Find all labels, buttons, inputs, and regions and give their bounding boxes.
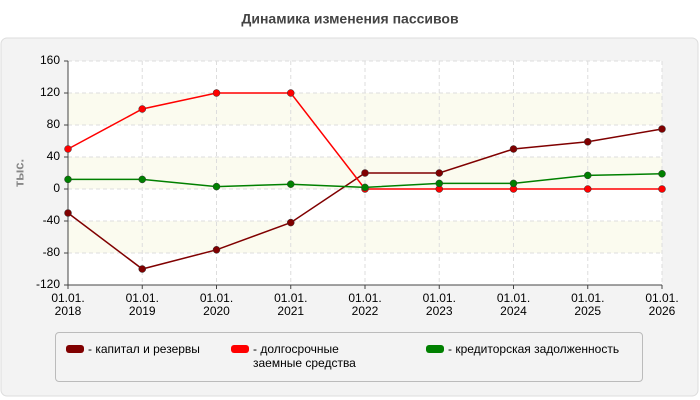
legend: - капитал и резервы - долгосрочные заемны…: [55, 332, 643, 382]
y-tick-label: 160: [40, 53, 60, 67]
legend-item: - долгосрочные заемные средства: [231, 342, 391, 370]
y-tick-label: 40: [47, 149, 61, 163]
x-tick-label: 01.01. 2025: [571, 291, 605, 318]
point: [287, 89, 295, 97]
point: [584, 138, 592, 146]
legend-label: - кредиторская задолженность: [448, 342, 620, 356]
point: [584, 185, 592, 193]
point: [64, 175, 72, 184]
point: [138, 105, 146, 113]
point: [287, 218, 295, 227]
legend-label: - долгосрочные заемные средства: [253, 342, 356, 370]
point: [509, 145, 518, 153]
point: [138, 175, 146, 184]
point: [361, 169, 369, 177]
point: [658, 125, 666, 133]
point: [64, 145, 72, 153]
x-tick-label: 01.01. 2019: [125, 291, 159, 318]
point: [64, 209, 72, 217]
legend-swatch: [66, 345, 84, 353]
x-tick-label: 01.01. 2021: [274, 291, 308, 318]
y-tick-label: -40: [43, 213, 61, 227]
x-tick-label: 01.01. 2018: [51, 291, 85, 318]
legend-item: - капитал и резервы: [66, 342, 216, 356]
y-tick-label: 0: [53, 181, 60, 195]
point: [212, 182, 221, 191]
y-tick-label: 80: [47, 117, 61, 131]
legend-swatch: [426, 345, 444, 353]
point: [509, 179, 518, 188]
point: [584, 171, 592, 180]
point: [138, 265, 146, 273]
legend-item: - кредиторская задолженность: [426, 342, 636, 356]
x-tick-label: 01.01. 2020: [199, 291, 234, 318]
point: [212, 89, 221, 97]
y-tick-label: -120: [36, 277, 60, 291]
x-tick-label: 01.01. 2023: [422, 291, 456, 318]
x-tick-label: 01.01. 2026: [645, 291, 679, 318]
point: [361, 183, 369, 192]
point: [658, 185, 666, 193]
point: [658, 170, 666, 178]
point: [435, 169, 443, 177]
x-tick-label: 01.01. 2024: [496, 291, 531, 318]
point: [287, 180, 295, 188]
x-tick-label: 01.01. 2022: [348, 291, 382, 318]
legend-label: - капитал и резервы: [88, 342, 200, 356]
y-tick-label: -80: [43, 245, 61, 259]
chart-title: Динамика изменения пассивов: [241, 11, 459, 27]
y-tick-label: 120: [40, 85, 60, 99]
point: [435, 179, 443, 188]
point: [212, 246, 221, 254]
y-axis-label: тыс.: [11, 159, 26, 187]
legend-swatch: [231, 345, 249, 353]
